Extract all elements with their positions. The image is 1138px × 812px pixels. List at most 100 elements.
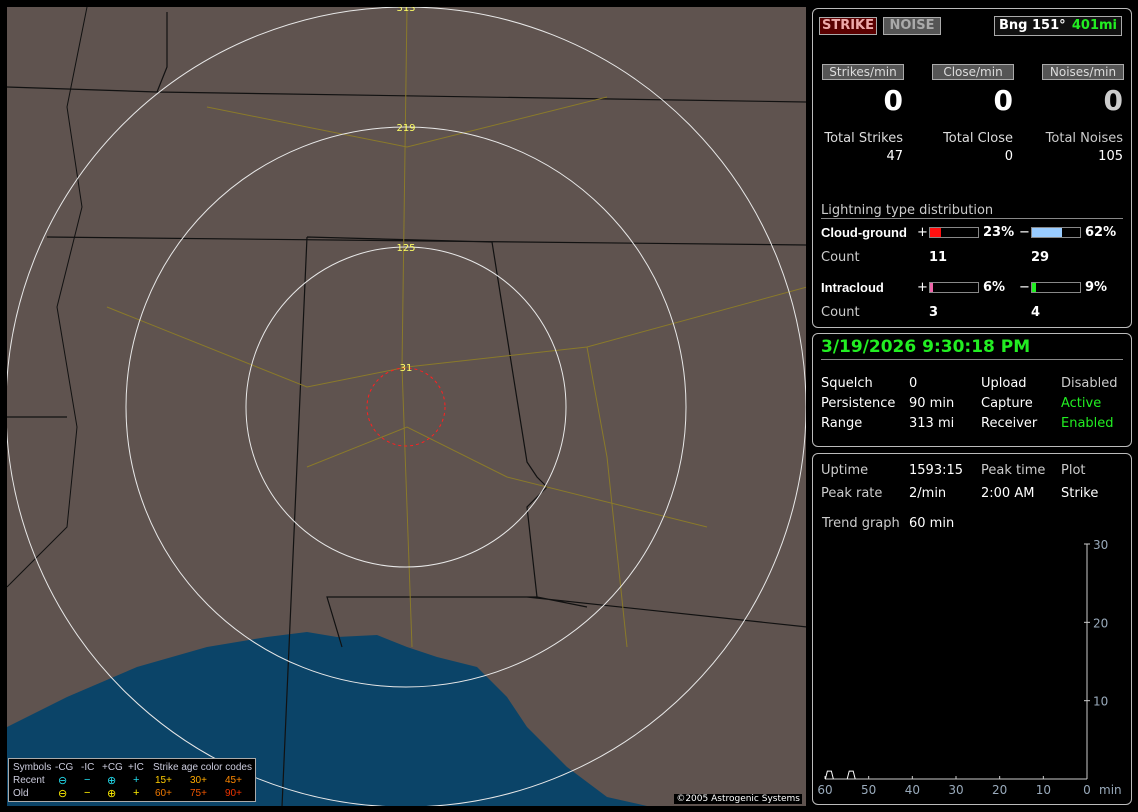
peak-time: 2:00 AM xyxy=(981,486,1035,501)
legend-col: -IC xyxy=(81,762,95,773)
status-label: Receiver xyxy=(981,416,1038,431)
copyright: ©2005 Astrogenic Systems xyxy=(674,794,802,804)
ring-label-31: 31 xyxy=(400,363,413,374)
strikes-per-min-button[interactable]: Strikes/min xyxy=(822,64,904,80)
counts-panel: STRIKE NOISE Bng 151° 401mi Strikes/min … xyxy=(812,8,1132,328)
legend-old: Old xyxy=(13,788,29,799)
total-strikes-label: Total Strikes xyxy=(824,131,903,146)
old-neg-ic-symbol: − xyxy=(84,787,91,799)
uptime: 1593:15 xyxy=(909,463,964,478)
status-label: Capture xyxy=(981,396,1033,411)
status-value: 0 xyxy=(909,376,918,391)
status-panel: 3/19/2026 9:30:18 PM Squelch 0 Upload Disab… xyxy=(812,333,1132,447)
x-tick-label: 10 xyxy=(1036,783,1051,797)
close-per-min-button[interactable]: Close/min xyxy=(932,64,1014,80)
total-close: 0 xyxy=(1004,149,1013,164)
ic-negative-count: 4 xyxy=(1031,305,1041,320)
cg-negative-pct: 62% xyxy=(1085,225,1117,240)
noise-button[interactable]: NOISE xyxy=(883,17,941,35)
recent-neg-cg-symbol: ⊖ xyxy=(58,775,68,787)
range-ring-125 xyxy=(245,246,567,568)
x-tick-label: 20 xyxy=(992,783,1007,797)
cg-negative-bar xyxy=(1031,227,1081,238)
plot-mode[interactable]: Strike xyxy=(1061,486,1099,501)
old-neg-cg-symbol: ⊖ xyxy=(58,788,68,800)
y-tick-label: 10 xyxy=(1093,695,1108,709)
ic-positive-count: 3 xyxy=(929,305,939,320)
ring-label-313: 313 xyxy=(396,7,415,14)
cg-count-label: Count xyxy=(821,250,860,265)
ic-label: Intracloud xyxy=(821,280,884,295)
strike-button[interactable]: STRIKE xyxy=(819,17,877,35)
legend-age-title: Strike age color codes xyxy=(153,762,252,773)
river xyxy=(7,7,88,588)
uptime-label: Uptime xyxy=(821,463,869,478)
plus-sign: + xyxy=(917,280,928,295)
noises-per-min-button[interactable]: Noises/min xyxy=(1042,64,1124,80)
status-value: 313 mi xyxy=(909,416,955,431)
ic-negative-pct: 9% xyxy=(1085,280,1108,295)
total-noises: 105 xyxy=(1098,149,1123,164)
cg-negative-count: 29 xyxy=(1031,250,1050,265)
peak-rate-label: Peak rate xyxy=(821,486,883,501)
status-value: Active xyxy=(1061,396,1102,411)
recent-pos-ic-symbol: + xyxy=(133,774,140,786)
x-tick-label: 40 xyxy=(905,783,920,797)
ic-count-label: Count xyxy=(821,305,860,320)
strike-map[interactable]: 313 219 125 31 ©2005 Astrogenic Systems xyxy=(7,7,806,806)
recent-neg-ic-symbol: − xyxy=(84,774,91,786)
status-value: Disabled xyxy=(1061,376,1118,391)
cg-label: Cloud-ground xyxy=(821,225,907,240)
bearing: Bng 151° xyxy=(999,18,1066,33)
ic-negative-bar xyxy=(1031,282,1081,293)
trend-duration: 60 min xyxy=(909,516,955,531)
ring-label-219: 219 xyxy=(396,123,415,134)
ic-positive-pct: 6% xyxy=(983,280,1006,295)
legend-symbols: Symbols xyxy=(13,762,52,773)
y-tick-label: 20 xyxy=(1093,616,1108,630)
legend-recent: Recent xyxy=(13,775,45,786)
bearing-display: Bng 151° 401mi xyxy=(994,16,1122,36)
noises-per-min: 0 xyxy=(1103,84,1123,117)
status-value: Enabled xyxy=(1061,416,1114,431)
stats-panel: Uptime 1593:15 Peak time Plot Peak rate … xyxy=(812,453,1132,805)
x-unit: min xyxy=(1099,783,1122,797)
x-tick-label: 0 xyxy=(1083,783,1091,797)
age-code: 90+ xyxy=(225,788,242,799)
status-label: Persistence xyxy=(821,396,896,411)
x-tick-label: 30 xyxy=(948,783,963,797)
status-label: Range xyxy=(821,416,863,431)
age-code: 30+ xyxy=(190,775,207,786)
age-code: 15+ xyxy=(155,775,172,786)
trend-graph: 30 20 10 60 50 40 30 20 10 0 min xyxy=(817,538,1122,797)
trend-label: Trend graph xyxy=(822,516,900,531)
age-code: 75+ xyxy=(190,788,207,799)
ring-label-125: 125 xyxy=(396,243,415,254)
range-ring-219 xyxy=(125,126,687,688)
close-range-ring xyxy=(366,367,446,447)
plot-label: Plot xyxy=(1061,463,1086,478)
symbol-legend: Symbols -CG -IC +CG +IC Strike age color… xyxy=(8,758,256,802)
peak-rate: 2/min xyxy=(909,486,947,501)
legend-col: -CG xyxy=(55,762,74,773)
distribution-title: Lightning type distribution xyxy=(821,203,1123,219)
highways xyxy=(106,7,806,648)
minus-sign: − xyxy=(1019,280,1030,295)
cg-positive-bar xyxy=(929,227,979,238)
age-code: 45+ xyxy=(225,775,242,786)
ic-positive-bar xyxy=(929,282,979,293)
status-label: Squelch xyxy=(821,376,873,391)
status-value: 90 min xyxy=(909,396,955,411)
total-close-label: Total Close xyxy=(943,131,1013,146)
old-pos-ic-symbol: + xyxy=(133,787,140,799)
peak-time-label: Peak time xyxy=(981,463,1046,478)
age-code: 60+ xyxy=(155,788,172,799)
cg-positive-pct: 23% xyxy=(983,225,1015,240)
y-tick-label: 30 xyxy=(1093,538,1108,552)
minus-sign: − xyxy=(1019,225,1030,240)
old-pos-cg-symbol: ⊕ xyxy=(107,788,117,800)
datetime: 3/19/2026 9:30:18 PM xyxy=(821,337,1123,360)
x-tick-label: 50 xyxy=(861,783,876,797)
total-strikes: 47 xyxy=(886,149,903,164)
recent-pos-cg-symbol: ⊕ xyxy=(107,775,117,787)
